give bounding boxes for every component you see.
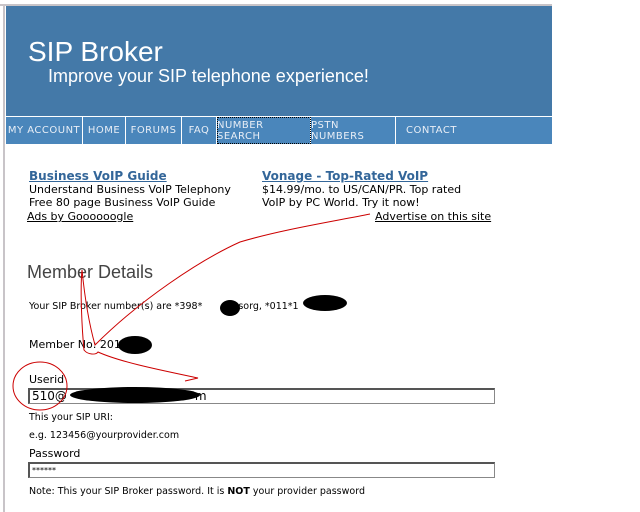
sip-uri-note: This your SIP URI:	[29, 412, 113, 423]
password-note: Note: This your SIP Broker password. It …	[29, 486, 365, 497]
ad-text: VoIP by PC World. Try it now!	[262, 196, 420, 209]
advertise-link[interactable]: Advertise on this site	[375, 210, 492, 223]
nav-contact[interactable]: CONTACT	[406, 125, 457, 136]
ads-by-google-link[interactable]: Ads by Goooooogle	[27, 210, 134, 223]
red-annotation-marks	[12, 213, 371, 411]
main-nav: MY ACCOUNT HOME FORUMS FAQ NUMBER SEARCH…	[6, 117, 552, 144]
nav-my-account[interactable]: MY ACCOUNT	[6, 117, 83, 144]
nav-forums[interactable]: FORUMS	[126, 117, 182, 144]
window-frame-left	[3, 4, 5, 512]
example-text: e.g. 123456@yourprovider.com	[29, 430, 180, 441]
password-label: Password	[29, 447, 81, 460]
userid-value: 510@	[32, 389, 67, 403]
sip-numbers-text: Your SIP Broker number(s) are *398* sorg,…	[29, 301, 299, 312]
userid-input[interactable]: 510@ m	[28, 388, 495, 404]
ad-text: Free 80 page Business VoIP Guide	[29, 196, 216, 209]
note-text: Note: This your SIP Broker password. It …	[29, 486, 228, 497]
site-title: SIP Broker	[28, 36, 163, 67]
userid-label: Userid	[29, 373, 65, 386]
ad-link[interactable]: Business VoIP Guide	[29, 169, 167, 183]
site-header: SIP Broker Improve your SIP telephone ex…	[6, 6, 552, 116]
numbers-partial: sorg, *011*1	[238, 301, 299, 312]
note-text: your provider password	[249, 486, 365, 497]
page-title: Member Details	[27, 262, 154, 282]
site-tagline: Improve your SIP telephone experience!	[48, 66, 369, 86]
nav-number-search[interactable]: NUMBER SEARCH	[217, 117, 311, 144]
member-number: Member No: 201	[29, 338, 121, 351]
userid-suffix: m	[194, 389, 207, 403]
ad-business-voip: Business VoIP Guide Understand Business …	[29, 169, 231, 210]
ad-text: $14.99/mo. to US/CAN/PR. Top rated	[262, 183, 462, 196]
ad-link[interactable]: Vonage - Top-Rated VoIP	[262, 169, 429, 183]
ad-vonage: Vonage - Top-Rated VoIP $14.99/mo. to US…	[262, 169, 462, 210]
window-frame-top	[0, 0, 552, 6]
ad-text: Understand Business VoIP Telephony	[29, 183, 231, 196]
nav-home[interactable]: HOME	[83, 117, 126, 144]
password-input[interactable]: ******	[28, 462, 495, 478]
nav-pstn-numbers[interactable]: PSTN NUMBERS	[311, 117, 396, 144]
numbers-label: Your SIP Broker number(s) are *398*	[29, 301, 203, 312]
nav-faq[interactable]: FAQ	[182, 117, 217, 144]
note-bold: NOT	[227, 486, 250, 497]
